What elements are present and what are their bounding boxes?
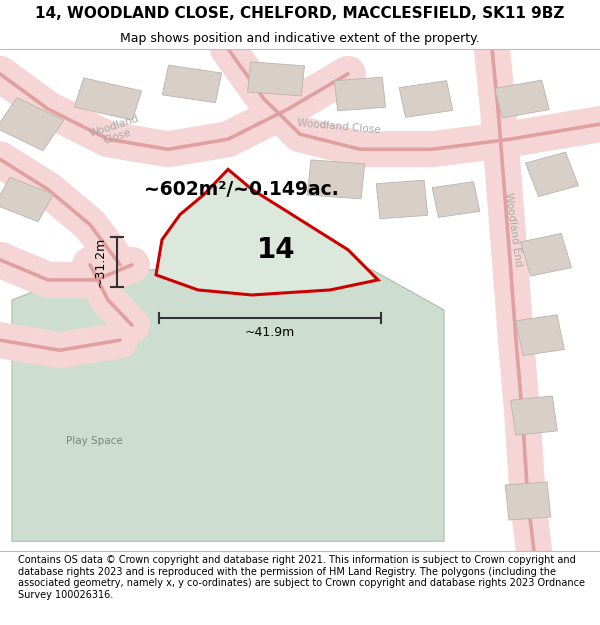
Polygon shape: [511, 396, 557, 435]
Text: 14: 14: [257, 236, 295, 264]
Polygon shape: [495, 80, 549, 118]
Polygon shape: [162, 65, 222, 102]
Text: Woodland End: Woodland End: [503, 192, 523, 268]
Text: Contains OS data © Crown copyright and database right 2021. This information is : Contains OS data © Crown copyright and d…: [18, 555, 585, 600]
Polygon shape: [515, 315, 565, 356]
Polygon shape: [521, 234, 571, 276]
Polygon shape: [74, 78, 142, 120]
Text: Woodland Close: Woodland Close: [297, 118, 381, 135]
Polygon shape: [376, 180, 428, 219]
Text: ~41.9m: ~41.9m: [245, 326, 295, 339]
Text: Woodland: Woodland: [88, 114, 140, 139]
Text: ~602m²/~0.149ac.: ~602m²/~0.149ac.: [144, 180, 339, 199]
Text: Play Space: Play Space: [66, 436, 123, 446]
Text: ~31.2m: ~31.2m: [94, 237, 107, 288]
Polygon shape: [248, 62, 304, 96]
Polygon shape: [399, 81, 453, 118]
Polygon shape: [0, 177, 53, 222]
Polygon shape: [526, 152, 578, 196]
Polygon shape: [0, 98, 64, 151]
Polygon shape: [335, 78, 385, 111]
Polygon shape: [12, 270, 444, 541]
Polygon shape: [505, 482, 551, 520]
Text: Map shows position and indicative extent of the property.: Map shows position and indicative extent…: [120, 31, 480, 44]
Polygon shape: [307, 160, 365, 199]
Text: 14, WOODLAND CLOSE, CHELFORD, MACCLESFIELD, SK11 9BZ: 14, WOODLAND CLOSE, CHELFORD, MACCLESFIE…: [35, 6, 565, 21]
Polygon shape: [432, 182, 480, 218]
Polygon shape: [156, 169, 378, 295]
Text: Close: Close: [102, 127, 132, 146]
